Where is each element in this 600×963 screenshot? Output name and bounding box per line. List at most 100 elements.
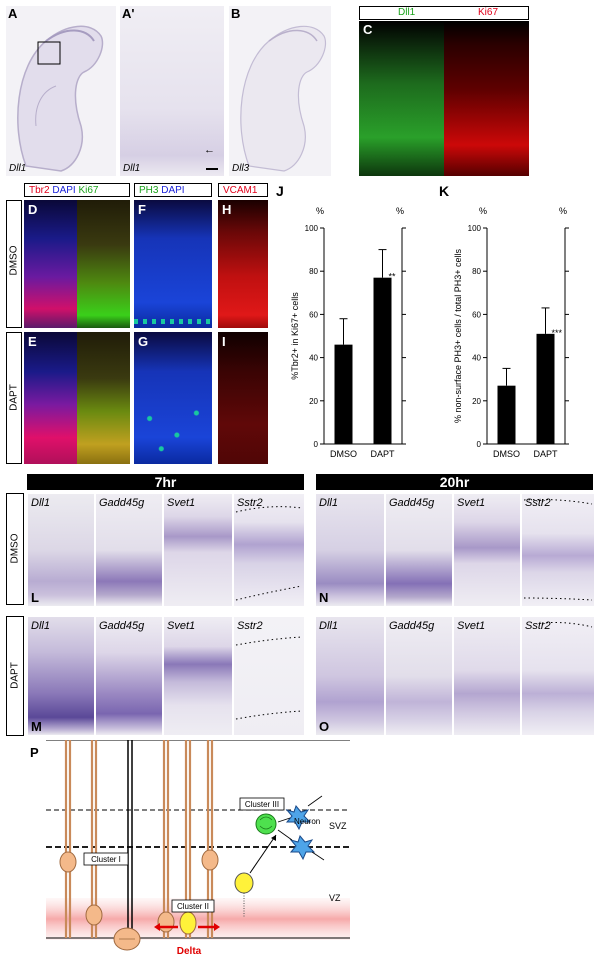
merge-right [77,332,130,464]
row-label-box-dapt [6,332,22,464]
panel-letter: P [30,745,39,760]
header-ph3-dapi: PH3 DAPI [134,183,212,197]
neuron-cell [285,804,312,831]
header-tbr2-dapi-ki67: Tbr2 DAPI Ki67 [24,183,130,197]
brain-section-b [240,25,327,172]
y-tick-label: 100 [305,224,319,233]
panel-letter: M [31,719,42,734]
tbr2-label: Tbr2 [29,185,50,196]
panel-c-image [359,21,529,176]
ki67-label: Ki67 [478,7,499,18]
bar-dapt [536,333,555,444]
radial-glia-cell [201,849,219,871]
y-tick-label: 80 [309,267,318,276]
y-unit-label: % [559,206,567,216]
panel-a-prime-image [120,6,224,176]
ish-panel [164,494,232,606]
surface-ph3 [134,319,212,324]
row-label-dapt: DAPT [8,384,20,411]
ish-panel [234,617,304,735]
ish-panel [316,617,384,735]
ish-panel [386,617,452,735]
gene-label: Svet1 [167,497,196,509]
bar-dmso [497,385,516,444]
row-label-dmso: DMSO [9,533,21,564]
intermediate-progenitor [234,872,254,894]
y-unit-label: % [316,206,324,216]
scale-bar [206,168,218,170]
panel-letter: B [231,6,241,21]
panel-letter: A' [122,6,135,21]
gene-label: Dll1 [31,497,50,509]
timepoint-header-7hr: 7hr [27,474,304,490]
x-tick-label: DAPT [533,449,558,459]
ki67-label: Ki67 [78,185,99,196]
header-vcam1: VCAM1 [218,183,268,197]
delta-expressing-cell [179,911,197,935]
panel-letter: I [222,334,226,349]
panel-letter: O [319,719,330,734]
gene-label: Dll1 [123,163,141,174]
gene-label: Svet1 [167,620,196,632]
dotted-boundaries [523,499,593,601]
dotted-boundaries [541,622,593,628]
panel-a-image [6,6,116,176]
merge-left [24,332,77,464]
bar-chart-j: J% % 0 20 40 60 80 100 %Tbr2+ in Ki67+ cells DMSO… [276,183,406,459]
panel-letter: C [363,22,373,37]
gene-label: Svet1 [457,620,486,632]
panel-b-image [229,6,331,176]
gene-label: Svet1 [457,497,486,509]
row-label-box-dmso [6,200,22,328]
y-tick-label: 40 [472,354,481,363]
ish-panel [316,494,384,606]
panel-d-image [24,200,130,328]
arrow-icon: ← [204,144,215,156]
y-tick-label: 40 [309,354,318,363]
y-tick-label: 20 [309,397,318,406]
dapi-label: DAPI [52,185,76,196]
panel-c-header: Dll1 Ki67 [359,6,529,20]
y-axis-label: %Tbr2+ in Ki67+ cells [290,292,300,380]
gene-label: Dll3 [232,163,250,174]
vz-label: VZ [329,893,341,903]
gene-label: Dll1 [319,497,338,509]
gene-label: Dll1 [9,163,27,174]
gene-label: Sstr2 [525,497,551,509]
cluster2-label: Cluster II [177,902,209,911]
radial-glia-cell [59,851,77,873]
delta-label: Delta [177,946,202,955]
gene-label: Dll1 [319,620,338,632]
svz-label: SVZ [329,821,347,831]
ish-panel [454,617,520,735]
gene-label: Gadd45g [389,497,435,509]
neuron-cell [289,834,316,861]
ish-panel [454,494,520,606]
cluster3-label: Cluster III [245,800,279,809]
ish-panel [96,617,162,735]
panel-letter: E [28,334,37,349]
y-tick-label: 60 [309,310,318,319]
ish-panel [234,494,304,606]
panel-letter: F [138,202,146,217]
dapi-label: DAPI [161,185,185,196]
merge-left [24,200,77,328]
ish-panel [164,617,232,735]
y-tick-label: 0 [477,440,482,449]
timepoint-header-20hr: 20hr [316,474,593,490]
x-tick-label: DMSO [493,449,520,459]
cluster2-box [171,899,215,913]
ish-panel [28,494,94,606]
panel-letter: L [31,590,39,605]
significance-marker: *** [552,328,563,338]
panel-g-image [134,332,212,464]
y-tick-label: 80 [472,267,481,276]
brain-section-a [17,25,104,172]
panel-letter: K [439,183,449,199]
vcam1-label: VCAM1 [223,185,258,196]
gene-label: Gadd45g [99,620,145,632]
panel-i-image [218,332,268,464]
y-axis-label: % non-surface PH3+ cells / total PH3+ ce… [453,248,463,423]
neuron-label: Neuron [294,817,320,826]
y-unit-label: % [479,206,487,216]
